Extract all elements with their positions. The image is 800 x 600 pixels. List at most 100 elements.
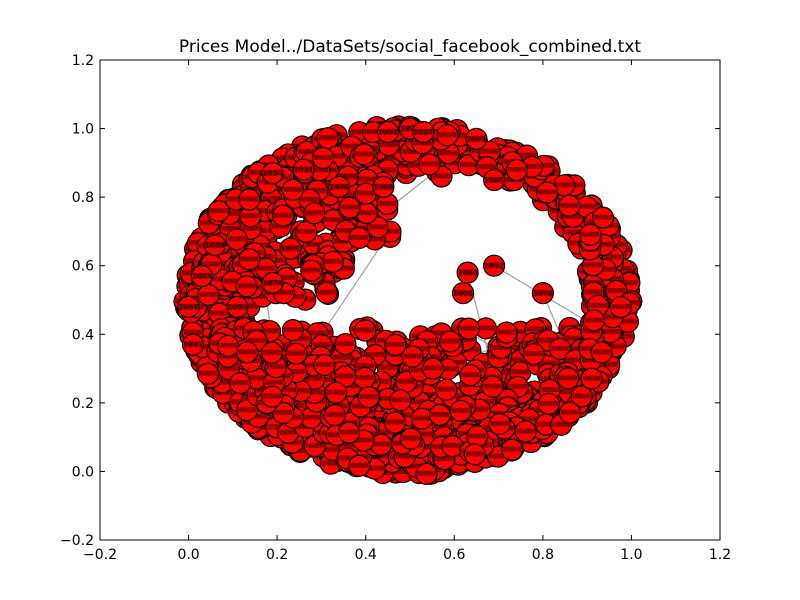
node-label-glyph (611, 304, 630, 309)
node-label-glyph (550, 345, 569, 351)
node-label-glyph (438, 132, 457, 138)
node-label-glyph (274, 410, 293, 415)
node-label-glyph (265, 379, 284, 385)
node-label-glyph (451, 407, 470, 413)
node (488, 412, 511, 436)
node (229, 372, 252, 395)
node-label-glyph (339, 429, 358, 435)
node-label-glyph (584, 317, 603, 323)
node-label-glyph (238, 407, 257, 413)
node-label-glyph (210, 310, 229, 316)
node-label-glyph (356, 327, 375, 333)
node-label-glyph (480, 148, 499, 154)
node (590, 341, 613, 364)
node (500, 438, 524, 461)
node (582, 309, 606, 332)
node (505, 158, 529, 182)
node (415, 462, 438, 485)
node-label-glyph (182, 270, 200, 276)
node (609, 295, 632, 319)
node-label-glyph (459, 162, 478, 168)
node-label-glyph (238, 349, 257, 355)
node-label-glyph (350, 462, 369, 468)
node-label-glyph (539, 400, 558, 406)
node-label-glyph (559, 375, 578, 381)
node (495, 321, 518, 344)
node-label-glyph (350, 129, 369, 135)
node-label-glyph (437, 386, 456, 392)
node-label-glyph (327, 389, 346, 395)
node-label-glyph (461, 372, 480, 378)
node-label-glyph (355, 374, 374, 380)
node (435, 378, 458, 401)
node-label-glyph (305, 443, 324, 448)
node-label-glyph (391, 397, 410, 403)
node-label-glyph (386, 341, 405, 347)
node-label-glyph (372, 441, 391, 447)
node-label-glyph (219, 342, 238, 348)
node (357, 386, 380, 409)
node-label-glyph (332, 354, 351, 360)
node (313, 353, 336, 377)
node-label-glyph (477, 164, 496, 170)
node-label-glyph (336, 341, 355, 347)
node (410, 407, 434, 430)
node (428, 403, 451, 427)
node (449, 399, 472, 422)
node-label-glyph (483, 383, 502, 389)
node-label-glyph (582, 375, 601, 381)
node-label-glyph (459, 325, 478, 331)
node (580, 367, 603, 390)
node-label-glyph (417, 470, 436, 476)
node-label-glyph (287, 350, 306, 356)
node-label-glyph (441, 338, 460, 344)
node (281, 319, 304, 342)
node-label-glyph (594, 214, 612, 220)
node-label-glyph (318, 135, 337, 141)
node (196, 362, 219, 385)
node (260, 341, 283, 364)
node-label-glyph (420, 161, 439, 167)
node (535, 181, 559, 204)
node (421, 357, 445, 380)
node-label-glyph (267, 364, 285, 370)
node-label-glyph (403, 353, 422, 359)
node-label-glyph (430, 412, 449, 417)
node (337, 421, 360, 444)
node-label-glyph (394, 469, 413, 474)
node-label-glyph (560, 202, 579, 208)
node-label-glyph (497, 329, 516, 335)
node (285, 342, 308, 365)
node-label-glyph (511, 369, 530, 375)
node-label-glyph (283, 327, 302, 333)
node (260, 385, 284, 408)
node (236, 341, 259, 364)
node (217, 334, 240, 357)
node-label-glyph (524, 351, 543, 356)
node (323, 404, 346, 427)
node (354, 319, 377, 342)
node-label-glyph (279, 429, 298, 435)
node-label-glyph (336, 373, 355, 379)
node-label-glyph (588, 302, 607, 308)
node (439, 330, 462, 353)
node (325, 381, 348, 404)
node-label-glyph (443, 443, 462, 449)
node-label-glyph (490, 421, 509, 426)
node (436, 124, 459, 147)
node (481, 375, 504, 398)
node-label-glyph (386, 419, 404, 425)
node (348, 454, 371, 477)
node-label-glyph (262, 349, 281, 355)
node-label-glyph (413, 415, 431, 421)
node-label-glyph (198, 370, 217, 376)
node (383, 411, 407, 434)
node (459, 364, 482, 387)
node-label-glyph (424, 365, 442, 371)
node-label-glyph (607, 288, 626, 293)
node (514, 420, 537, 443)
node-label-glyph (507, 167, 526, 172)
node-label-glyph (555, 182, 574, 188)
